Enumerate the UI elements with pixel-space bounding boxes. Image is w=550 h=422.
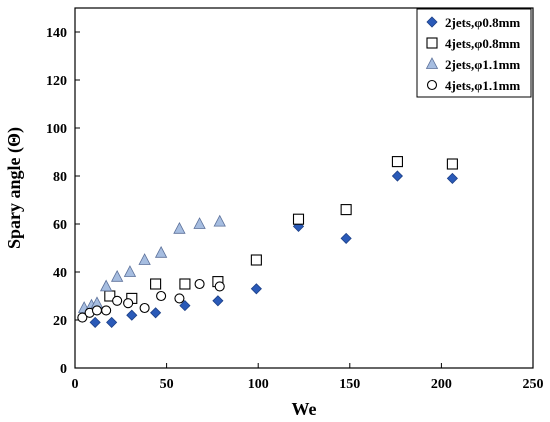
legend-label: 2jets,φ1.1mm bbox=[445, 57, 520, 72]
y-tick-label: 140 bbox=[46, 26, 67, 41]
tick-labels: 0 50 100 150 200 250 0 20 40 60 80 100 120 140 bbox=[46, 26, 544, 392]
data-point-triangle bbox=[138, 253, 151, 265]
data-point-diamond bbox=[89, 316, 101, 328]
data-point-diamond bbox=[340, 232, 352, 244]
x-tick-label: 100 bbox=[248, 377, 269, 392]
data-point-circle bbox=[156, 290, 167, 302]
legend: 2jets,φ0.8mm 4jets,φ0.8mm 2jets,φ1.1mm 4jet… bbox=[416, 8, 532, 98]
data-point-circle bbox=[77, 312, 88, 323]
data-point-diamond bbox=[212, 295, 224, 307]
y-tick-label: 20 bbox=[53, 314, 67, 329]
series-2 bbox=[77, 214, 226, 313]
x-tick-label: 150 bbox=[339, 377, 360, 392]
y-tick-label: 40 bbox=[53, 266, 67, 281]
x-axis-label: We bbox=[292, 399, 317, 419]
data-point-circle bbox=[101, 305, 112, 316]
data-point-circle bbox=[91, 305, 103, 316]
series-0 bbox=[89, 170, 458, 328]
data-point-diamond bbox=[106, 316, 118, 328]
legend-marker-diamond bbox=[426, 16, 438, 28]
y-tick-label: 100 bbox=[46, 122, 67, 137]
data-point-circle bbox=[112, 295, 123, 306]
axes bbox=[74, 7, 534, 369]
data-point-square bbox=[340, 204, 352, 216]
data-point-triangle bbox=[213, 214, 226, 227]
data-point-triangle bbox=[154, 245, 168, 258]
data-point-triangle bbox=[99, 279, 113, 292]
y-tick-label: 60 bbox=[53, 218, 67, 233]
x-tick-label: 250 bbox=[523, 377, 544, 392]
y-tick-label: 120 bbox=[46, 74, 67, 89]
legend-marker-triangle bbox=[425, 57, 439, 69]
data-point-circle bbox=[174, 293, 185, 304]
data-point-square bbox=[250, 254, 262, 266]
legend-label: 2jets,φ0.8mm bbox=[445, 15, 520, 30]
data-point-triangle bbox=[123, 265, 137, 277]
data-point-square bbox=[292, 213, 305, 225]
data-point-square bbox=[391, 156, 403, 168]
data-point-triangle bbox=[110, 269, 124, 282]
data-point-circle bbox=[214, 281, 225, 292]
data-points bbox=[77, 156, 458, 328]
data-point-diamond bbox=[391, 170, 403, 182]
legend-marker-circle bbox=[426, 79, 438, 91]
legend-label: 4jets,φ1.1mm bbox=[445, 78, 520, 93]
data-point-circle bbox=[123, 298, 134, 309]
x-tick-label: 50 bbox=[160, 377, 174, 392]
series-1 bbox=[104, 156, 458, 304]
data-point-diamond bbox=[150, 307, 162, 319]
data-point-square bbox=[179, 278, 191, 290]
x-tick-label: 0 bbox=[72, 377, 79, 392]
legend-label: 4jets,φ0.8mm bbox=[445, 36, 520, 51]
legend-marker-square bbox=[426, 37, 438, 49]
data-point-circle bbox=[194, 278, 205, 290]
data-point-square bbox=[446, 158, 458, 170]
data-point-diamond bbox=[446, 172, 458, 184]
data-point-triangle bbox=[173, 221, 186, 234]
plot-frame bbox=[74, 7, 534, 369]
data-point-diamond bbox=[126, 309, 138, 321]
y-tick-label: 80 bbox=[53, 170, 67, 185]
y-axis-label: Spary angle (Θ) bbox=[4, 127, 25, 249]
data-point-diamond bbox=[179, 300, 191, 312]
y-tick-label: 0 bbox=[60, 362, 67, 377]
data-point-square bbox=[150, 278, 162, 290]
series-3 bbox=[77, 278, 225, 323]
data-point-circle bbox=[139, 302, 150, 314]
x-tick-label: 200 bbox=[431, 377, 452, 392]
data-point-diamond bbox=[250, 283, 262, 295]
data-point-triangle bbox=[193, 217, 206, 229]
